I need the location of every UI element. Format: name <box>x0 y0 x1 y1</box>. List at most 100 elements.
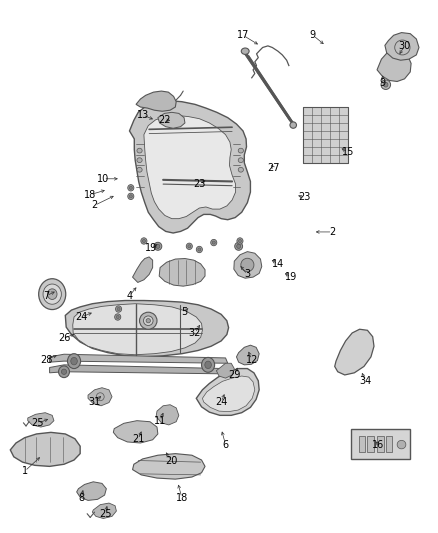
Ellipse shape <box>61 369 67 374</box>
Ellipse shape <box>186 243 192 249</box>
Text: 34: 34 <box>359 376 371 386</box>
Text: 9: 9 <box>310 30 316 41</box>
Polygon shape <box>130 101 251 233</box>
Ellipse shape <box>141 238 147 244</box>
Ellipse shape <box>212 241 215 244</box>
Text: 9: 9 <box>380 78 386 88</box>
Ellipse shape <box>237 244 240 248</box>
Ellipse shape <box>137 167 142 172</box>
Ellipse shape <box>196 246 202 253</box>
Ellipse shape <box>388 60 399 72</box>
Polygon shape <box>11 432 80 466</box>
Text: 7: 7 <box>43 290 49 301</box>
Polygon shape <box>88 387 112 406</box>
Ellipse shape <box>43 284 61 304</box>
Polygon shape <box>216 364 234 378</box>
Polygon shape <box>92 503 117 519</box>
Text: 18: 18 <box>84 190 96 200</box>
Text: 22: 22 <box>158 115 171 125</box>
Ellipse shape <box>156 244 160 248</box>
Text: 25: 25 <box>32 418 44 429</box>
Text: 2: 2 <box>92 200 98 211</box>
Polygon shape <box>234 252 262 278</box>
Ellipse shape <box>391 63 396 69</box>
Ellipse shape <box>47 289 57 300</box>
Text: 17: 17 <box>237 30 249 41</box>
Ellipse shape <box>116 306 122 312</box>
Polygon shape <box>28 413 54 427</box>
Polygon shape <box>202 376 255 411</box>
Ellipse shape <box>237 238 243 244</box>
Ellipse shape <box>154 243 162 251</box>
Text: 10: 10 <box>97 174 110 184</box>
Polygon shape <box>136 91 176 111</box>
Polygon shape <box>73 304 202 355</box>
Ellipse shape <box>381 80 391 90</box>
Ellipse shape <box>39 279 66 310</box>
Ellipse shape <box>144 316 153 326</box>
Ellipse shape <box>128 184 134 191</box>
Text: 11: 11 <box>154 416 166 426</box>
Polygon shape <box>303 107 348 163</box>
Text: 25: 25 <box>99 508 112 519</box>
Text: 24: 24 <box>215 397 227 407</box>
Text: 15: 15 <box>342 147 354 157</box>
Polygon shape <box>49 354 228 364</box>
Ellipse shape <box>211 239 217 246</box>
Ellipse shape <box>235 243 243 251</box>
Text: 19: 19 <box>145 243 157 253</box>
Text: 2: 2 <box>329 227 336 237</box>
Polygon shape <box>156 405 179 425</box>
Polygon shape <box>377 435 384 451</box>
Polygon shape <box>113 421 158 443</box>
Ellipse shape <box>188 245 191 248</box>
Ellipse shape <box>115 314 121 320</box>
Text: 8: 8 <box>78 492 85 503</box>
Text: 14: 14 <box>272 259 284 269</box>
Polygon shape <box>237 345 259 365</box>
Ellipse shape <box>205 361 212 368</box>
Polygon shape <box>133 257 152 282</box>
Polygon shape <box>386 435 392 451</box>
Ellipse shape <box>116 316 119 319</box>
Polygon shape <box>158 112 185 128</box>
Ellipse shape <box>59 366 70 377</box>
Ellipse shape <box>142 239 145 243</box>
Polygon shape <box>196 368 259 415</box>
Polygon shape <box>359 435 365 451</box>
Text: 4: 4 <box>127 290 133 301</box>
Polygon shape <box>133 454 205 479</box>
Text: 24: 24 <box>75 312 88 322</box>
Ellipse shape <box>198 248 201 251</box>
Polygon shape <box>335 329 374 375</box>
Polygon shape <box>385 33 419 60</box>
Ellipse shape <box>397 440 406 449</box>
Polygon shape <box>144 116 236 219</box>
Ellipse shape <box>241 48 249 54</box>
Ellipse shape <box>238 167 244 172</box>
Ellipse shape <box>384 82 388 87</box>
Text: 28: 28 <box>40 354 53 365</box>
Ellipse shape <box>238 239 241 243</box>
Text: 1: 1 <box>21 466 28 476</box>
Ellipse shape <box>241 259 254 271</box>
Polygon shape <box>367 435 374 451</box>
Ellipse shape <box>137 148 142 153</box>
Ellipse shape <box>238 148 244 153</box>
Text: 21: 21 <box>132 434 145 445</box>
Ellipse shape <box>129 186 132 189</box>
Text: 32: 32 <box>189 328 201 338</box>
Ellipse shape <box>201 358 215 372</box>
Text: 18: 18 <box>176 492 188 503</box>
Ellipse shape <box>137 158 142 163</box>
Text: 6: 6 <box>223 440 229 450</box>
Text: 3: 3 <box>244 270 251 279</box>
Polygon shape <box>159 259 205 286</box>
Text: 23: 23 <box>298 192 311 203</box>
Ellipse shape <box>117 308 120 311</box>
Text: 20: 20 <box>165 456 177 465</box>
Ellipse shape <box>140 312 157 329</box>
Polygon shape <box>49 365 228 374</box>
Text: 13: 13 <box>137 110 149 120</box>
Text: 19: 19 <box>285 272 297 282</box>
